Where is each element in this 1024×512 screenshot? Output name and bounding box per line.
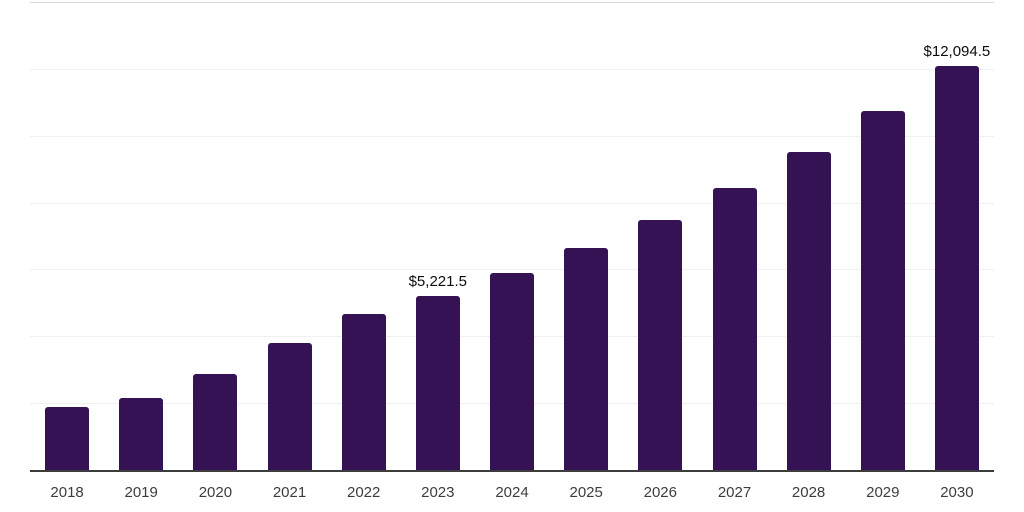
bar-2028: [786, 151, 831, 470]
bar-2025: [564, 248, 609, 470]
value-label-2030: $12,094.5: [923, 42, 991, 60]
x-tick-label-2028: 2028: [791, 484, 826, 501]
value-label-2023: $5,221.5: [408, 272, 467, 290]
gridline-6000: [30, 269, 994, 271]
x-tick-label-2023: 2023: [421, 484, 455, 501]
x-tick-label-2029: 2029: [866, 484, 900, 501]
bar-2023: [415, 295, 460, 470]
x-axis-line: [30, 470, 994, 472]
x-tick-label-2027: 2027: [717, 484, 752, 501]
x-tick-label-2025: 2025: [569, 484, 603, 501]
bar-2027: [712, 187, 757, 470]
plot-area: 2018 2019 2020 2021 2022 2023 $5,221.5 2024 2025…: [30, 0, 994, 512]
bar-2021: [267, 342, 312, 470]
x-tick-label-2020: 2020: [198, 484, 233, 501]
bar-2026: [638, 219, 683, 470]
x-tick-label-2030: 2030: [940, 484, 974, 501]
bar-2030: [934, 65, 979, 470]
x-tick-label-2026: 2026: [643, 484, 677, 501]
bar-2024: [490, 273, 534, 470]
bar-2018: [45, 406, 90, 470]
gridline-12000: [30, 68, 994, 70]
x-tick-label-2021: 2021: [272, 484, 307, 501]
gridline-14000: [30, 2, 994, 3]
gridline-8000: [30, 202, 994, 204]
bar-2022: [341, 314, 386, 470]
bar-2019: [119, 398, 164, 470]
x-tick-label-2018: 2018: [50, 484, 84, 501]
gridline-10000: [30, 135, 994, 137]
x-tick-label-2019: 2019: [124, 484, 158, 501]
bar-2020: [193, 373, 238, 470]
bar-2029: [860, 111, 905, 470]
x-tick-label-2024: 2024: [495, 484, 529, 501]
x-tick-label-2022: 2022: [347, 484, 381, 501]
